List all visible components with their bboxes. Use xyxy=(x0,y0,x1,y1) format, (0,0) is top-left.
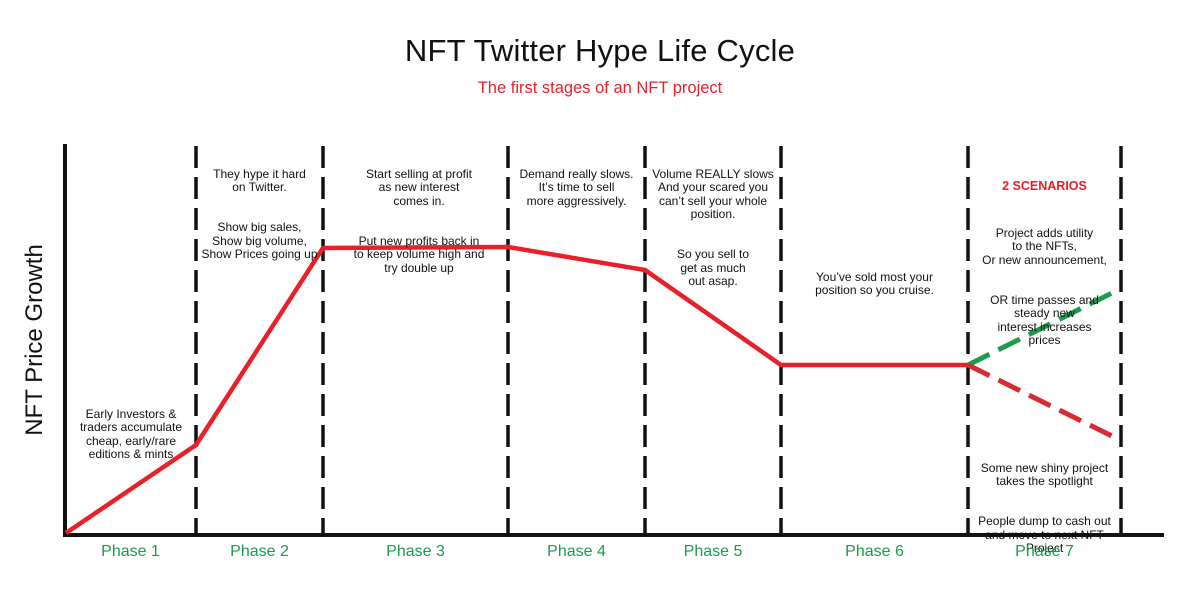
note-phase-1: Early Investors & traders accumulate che… xyxy=(72,394,190,475)
note-phase-1-text: Early Investors & traders accumulate che… xyxy=(79,406,183,461)
phase-label-1: Phase 1 xyxy=(101,543,160,560)
note-phase-7-down-text-1: Some new shiny project takes the spotlig… xyxy=(980,460,1109,488)
phase-label-7: Phase 7 xyxy=(1015,543,1074,560)
scenario-down-line xyxy=(966,362,1122,443)
note-phase-7-up: 2 SCENARIOS Project adds utility to the … xyxy=(968,166,1121,361)
note-phase-7-down: Some new shiny project takes the spotlig… xyxy=(968,448,1121,569)
note-phase-3: Start selling at profit as new interest … xyxy=(330,154,508,289)
note-phase-7-down-text-2: People dump to cash out and move to next… xyxy=(978,514,1111,555)
note-phase-7-up-text-1: Project adds utility to the NFTs, Or new… xyxy=(982,225,1107,267)
chart-title: NFT Twitter Hype Life Cycle xyxy=(404,33,796,68)
phase-label-4: Phase 4 xyxy=(547,543,606,560)
note-phase-2-text-2: Show big sales, Show big volume, Show Pr… xyxy=(201,220,318,261)
scenarios-heading: 2 SCENARIOS xyxy=(1002,178,1087,193)
note-phase-6-text: You’ve sold most your position so you cr… xyxy=(815,269,934,297)
note-phase-4-text: Demand really slows. It’s time to sell m… xyxy=(519,166,634,208)
note-phase-5-text-2: So you sell to get as much out asap. xyxy=(676,247,750,288)
note-phase-3-text-2: Put new profits back in to keep volume h… xyxy=(353,233,485,275)
note-phase-2: They hype it hard on Twitter. Show big s… xyxy=(196,154,323,275)
note-phase-4: Demand really slows. It’s time to sell m… xyxy=(508,154,645,222)
chart-subtitle: The first stages of an NFT project xyxy=(477,79,723,97)
scenario-up-line xyxy=(966,286,1122,368)
phase-label-6: Phase 6 xyxy=(845,543,904,560)
note-phase-7-up-text-2: OR time passes and steady new interest i… xyxy=(990,292,1099,347)
note-phase-5: Volume REALLY slows And your scared you … xyxy=(645,154,781,302)
price-line xyxy=(64,244,968,535)
phase-label-2: Phase 2 xyxy=(230,543,289,560)
note-phase-2-text-1: They hype it hard on Twitter. xyxy=(213,166,306,194)
phase-label-5: Phase 5 xyxy=(683,543,743,560)
phase-label-3: Phase 3 xyxy=(386,543,445,560)
note-phase-3-text-1: Start selling at profit as new interest … xyxy=(365,166,473,208)
note-phase-6: You’ve sold most your position so you cr… xyxy=(781,257,968,311)
note-phase-5-text-1: Volume REALLY slows And your scared you … xyxy=(652,166,774,221)
phase-dividers xyxy=(194,146,1123,533)
